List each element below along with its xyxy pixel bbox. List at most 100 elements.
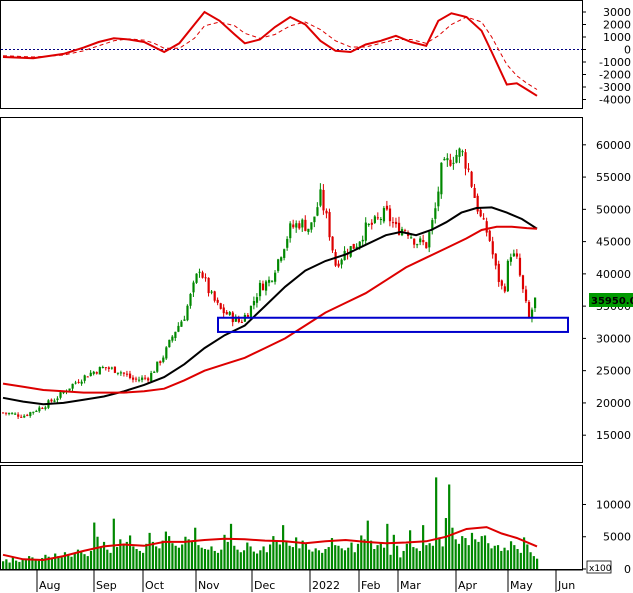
volume-bar bbox=[480, 536, 483, 569]
volume-bar bbox=[334, 545, 337, 569]
macd-tick-label: 2000 bbox=[603, 19, 631, 32]
volume-bar bbox=[148, 532, 151, 569]
volume-bar bbox=[304, 543, 308, 569]
candle-body bbox=[391, 222, 395, 224]
volume-bar bbox=[389, 554, 392, 569]
volume-bar bbox=[125, 541, 128, 569]
volume-bar bbox=[415, 548, 418, 569]
candle-body bbox=[361, 239, 364, 242]
volume-bar bbox=[467, 545, 470, 569]
candle-body bbox=[367, 223, 370, 225]
candle-body bbox=[397, 222, 401, 235]
volume-bar bbox=[102, 541, 106, 569]
price-tick-label: 15000 bbox=[596, 429, 631, 442]
candle-body bbox=[174, 331, 177, 339]
macd-signal-line bbox=[2, 16, 538, 90]
candle-body bbox=[113, 366, 117, 373]
candle-body bbox=[337, 263, 340, 267]
candle-body bbox=[159, 361, 162, 363]
candle-body bbox=[77, 381, 80, 383]
candle-body bbox=[53, 400, 56, 402]
volume-bar bbox=[239, 552, 242, 569]
macd-tick-label: -2000 bbox=[599, 69, 631, 82]
volume-bar bbox=[409, 530, 412, 569]
volume-bar bbox=[54, 553, 57, 569]
volume-bar bbox=[242, 550, 246, 569]
candle-body bbox=[325, 210, 328, 214]
volume-bar bbox=[422, 525, 425, 569]
candle-body bbox=[119, 372, 123, 374]
volume-bar bbox=[405, 543, 408, 569]
candle-body bbox=[17, 414, 20, 417]
candle-body bbox=[319, 189, 322, 206]
volume-bar bbox=[171, 543, 174, 569]
candle-body bbox=[5, 412, 8, 414]
volume-bar bbox=[337, 545, 340, 569]
candle-body bbox=[461, 151, 464, 153]
volume-bar bbox=[80, 551, 83, 569]
month-label: Jun bbox=[557, 579, 575, 592]
volume-bar bbox=[184, 536, 187, 569]
volume-bar bbox=[428, 543, 431, 569]
candle-body bbox=[267, 279, 271, 283]
candle-body bbox=[180, 321, 183, 327]
candle-body bbox=[141, 377, 144, 380]
candle-body bbox=[485, 221, 488, 233]
volume-bar bbox=[21, 558, 24, 569]
volume-bar bbox=[50, 558, 54, 569]
candle-body bbox=[446, 158, 449, 161]
volume-bar bbox=[301, 540, 304, 569]
candle-body bbox=[153, 371, 156, 373]
volume-bar bbox=[115, 547, 119, 569]
volume-bar bbox=[308, 549, 311, 569]
candle-body bbox=[413, 238, 416, 245]
candle-body bbox=[255, 297, 259, 303]
volume-bar bbox=[200, 547, 203, 569]
candle-body bbox=[20, 416, 23, 418]
volume-bar bbox=[444, 518, 448, 569]
month-label: Nov bbox=[198, 579, 220, 592]
candle-body bbox=[234, 316, 237, 322]
volume-bar bbox=[28, 556, 31, 569]
candle-body bbox=[283, 249, 286, 258]
month-label: Apr bbox=[458, 579, 478, 592]
volume-bar bbox=[119, 539, 122, 569]
candle-body bbox=[207, 277, 210, 294]
volume-bar bbox=[265, 552, 268, 569]
candle-body bbox=[186, 305, 189, 321]
candle-body bbox=[506, 260, 509, 292]
volume-bar bbox=[24, 559, 27, 569]
volume-bar bbox=[8, 562, 11, 569]
volume-bar bbox=[350, 542, 353, 569]
volume-bar bbox=[15, 560, 18, 569]
volume-bar bbox=[526, 544, 529, 569]
candle-body bbox=[26, 414, 29, 416]
volume-tick-label: 10000 bbox=[596, 498, 631, 511]
candle-body bbox=[440, 162, 443, 195]
candle-body bbox=[131, 377, 135, 380]
volume-bar bbox=[399, 557, 402, 569]
candle-body bbox=[86, 376, 89, 378]
month-label: Aug bbox=[39, 579, 60, 592]
volume-bar bbox=[229, 523, 233, 569]
candle-body bbox=[89, 372, 92, 377]
candle-body bbox=[509, 257, 513, 262]
month-label: May bbox=[510, 579, 533, 592]
candle-body bbox=[32, 411, 35, 413]
candle-body bbox=[80, 381, 83, 384]
candle-body bbox=[252, 301, 256, 306]
volume-bar bbox=[76, 549, 80, 569]
volume-bar bbox=[233, 545, 236, 569]
candle-body bbox=[521, 275, 525, 290]
candle-body bbox=[416, 244, 419, 246]
volume-bar bbox=[67, 554, 70, 569]
volume-bar bbox=[47, 556, 50, 569]
volume-bar bbox=[168, 536, 171, 569]
volume-bar bbox=[500, 550, 503, 569]
candle-body bbox=[195, 273, 198, 283]
candle-body bbox=[443, 158, 446, 161]
candle-body bbox=[334, 252, 337, 266]
candle-body bbox=[165, 347, 168, 359]
volume-bar bbox=[435, 477, 438, 569]
volume-bar bbox=[278, 544, 281, 569]
